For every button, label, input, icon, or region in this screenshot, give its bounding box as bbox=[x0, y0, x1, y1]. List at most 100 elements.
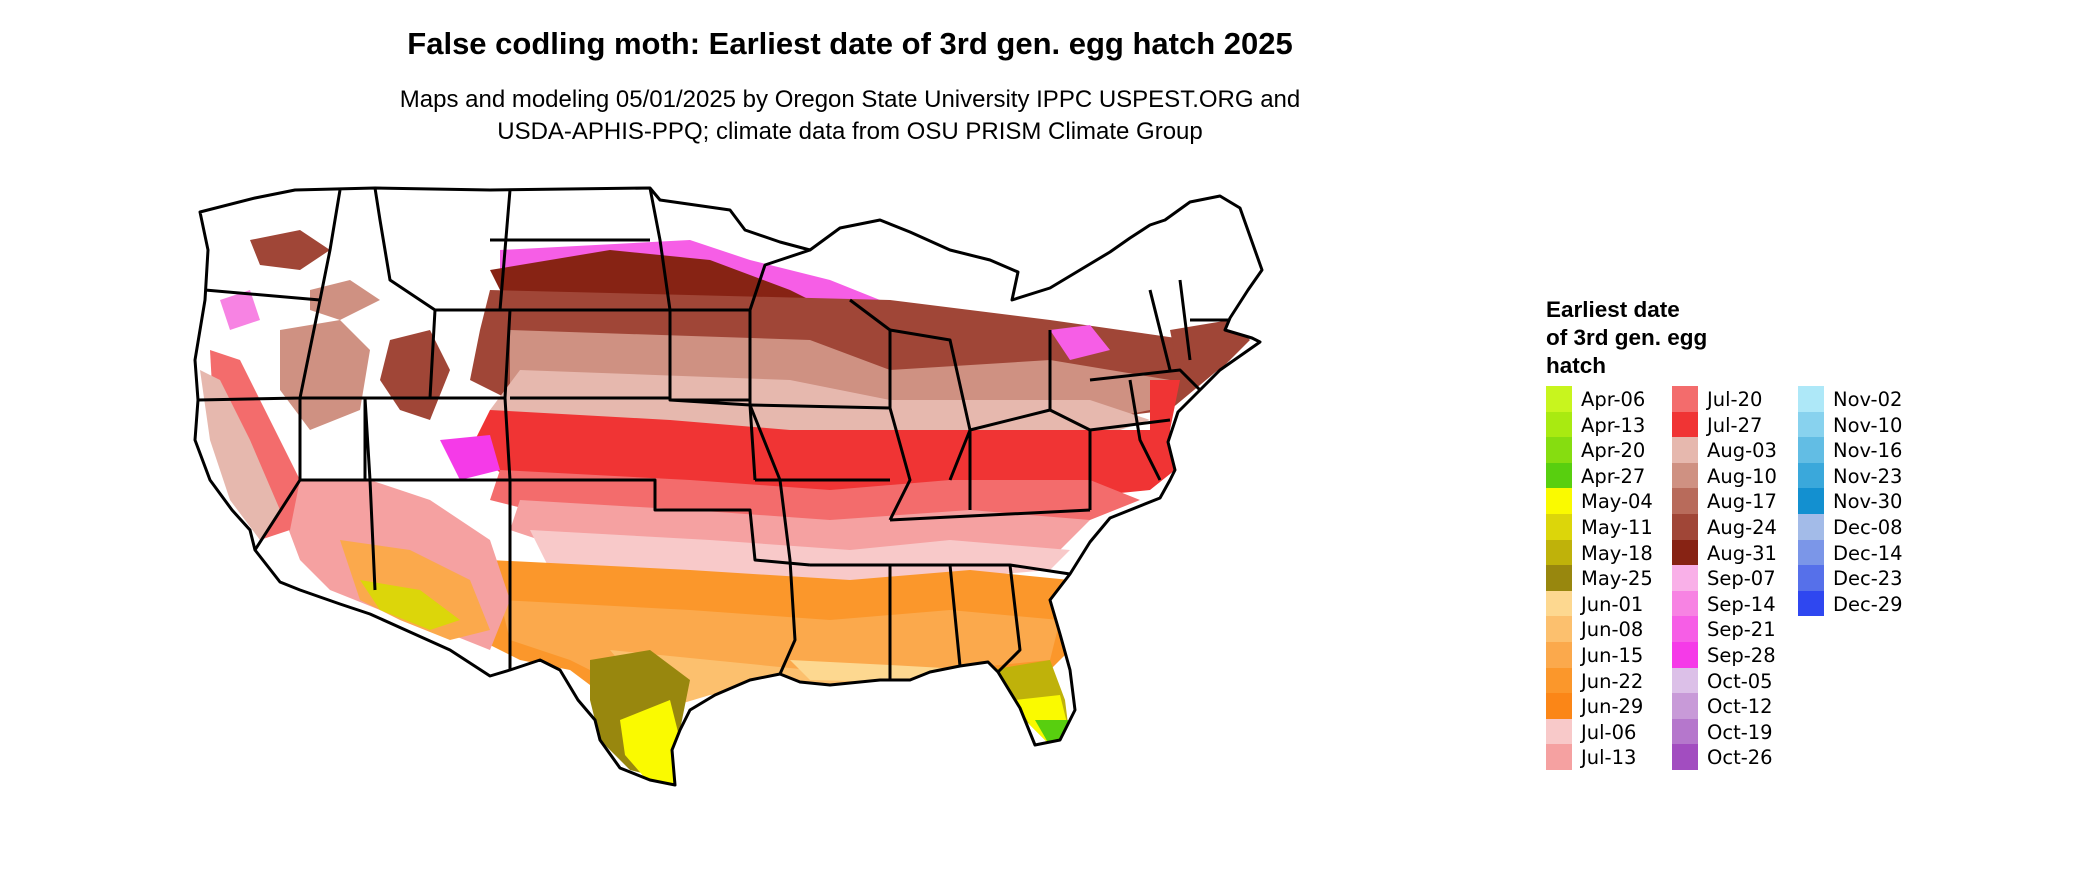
legend-label: Aug-17 bbox=[1707, 490, 1777, 514]
legend-item: May-18 bbox=[1546, 539, 1676, 566]
state-boundaries bbox=[193, 186, 1264, 787]
legend-item: Sep-21 bbox=[1672, 616, 1802, 642]
legend-swatch bbox=[1546, 693, 1572, 719]
legend-swatch bbox=[1546, 488, 1572, 514]
legend-label: Jul-06 bbox=[1581, 720, 1637, 744]
legend-item: Aug-10 bbox=[1672, 462, 1802, 489]
legend-swatch bbox=[1546, 616, 1572, 642]
legend-item: Nov-10 bbox=[1798, 411, 1928, 438]
us-map bbox=[190, 180, 1450, 880]
legend-swatch bbox=[1546, 590, 1572, 617]
legend-swatch bbox=[1798, 437, 1824, 463]
legend-label: May-25 bbox=[1581, 567, 1653, 591]
legend-swatch bbox=[1546, 539, 1572, 566]
legend-item: Jul-13 bbox=[1546, 744, 1676, 770]
legend-label: May-18 bbox=[1581, 541, 1653, 565]
legend-item: Aug-24 bbox=[1672, 514, 1802, 540]
legend-label: Oct-19 bbox=[1707, 720, 1773, 744]
legend-label: Aug-10 bbox=[1707, 464, 1777, 488]
map-subtitle-line2: USDA-APHIS-PPQ; climate data from OSU PR… bbox=[497, 118, 1203, 145]
legend-swatch bbox=[1546, 462, 1572, 489]
legend-label: Nov-10 bbox=[1833, 413, 1903, 437]
legend-label: Apr-13 bbox=[1581, 413, 1646, 437]
legend-item: Oct-26 bbox=[1672, 744, 1802, 770]
legend-swatch bbox=[1798, 565, 1824, 591]
legend-swatch bbox=[1546, 667, 1572, 694]
legend-label: Oct-05 bbox=[1707, 669, 1773, 693]
legend-swatch bbox=[1546, 565, 1572, 591]
legend-label: Dec-14 bbox=[1833, 541, 1903, 565]
legend-swatch bbox=[1798, 590, 1824, 617]
legend-swatch bbox=[1672, 590, 1698, 617]
legend-label: May-11 bbox=[1581, 516, 1653, 539]
legend-item: May-11 bbox=[1546, 514, 1676, 540]
legend-swatch bbox=[1672, 539, 1698, 566]
legend-label: Aug-03 bbox=[1707, 439, 1777, 463]
legend-item: Oct-05 bbox=[1672, 667, 1802, 694]
legend-item: Nov-02 bbox=[1798, 386, 1928, 412]
legend-item: Nov-16 bbox=[1798, 437, 1928, 463]
legend-swatch bbox=[1672, 514, 1698, 540]
legend-swatch bbox=[1798, 488, 1824, 514]
legend-label: Sep-07 bbox=[1707, 567, 1776, 591]
legend-item: Dec-08 bbox=[1798, 514, 1928, 540]
legend-label: Jun-22 bbox=[1581, 669, 1644, 693]
legend-label: Sep-14 bbox=[1707, 592, 1776, 616]
legend-label: Nov-30 bbox=[1833, 490, 1903, 514]
legend-item: Jun-15 bbox=[1546, 642, 1676, 668]
legend-swatch bbox=[1798, 514, 1824, 540]
legend-label: Dec-08 bbox=[1833, 516, 1903, 539]
legend-swatch bbox=[1546, 514, 1572, 540]
legend-item: Aug-03 bbox=[1672, 437, 1802, 463]
legend-item: Apr-27 bbox=[1546, 462, 1676, 489]
legend-item: Jun-29 bbox=[1546, 693, 1676, 719]
legend-label: Dec-23 bbox=[1833, 567, 1903, 591]
legend-label: Jun-29 bbox=[1581, 695, 1644, 719]
legend-item: Oct-19 bbox=[1672, 718, 1802, 745]
us-map-svg bbox=[193, 186, 1264, 787]
legend-label: Apr-06 bbox=[1581, 388, 1646, 411]
legend-swatch bbox=[1798, 411, 1824, 438]
legend-swatch bbox=[1672, 744, 1698, 770]
legend-item: Sep-14 bbox=[1672, 590, 1802, 617]
legend-title-line2: of 3rd gen. egg bbox=[1546, 325, 1708, 350]
legend-item: Nov-30 bbox=[1798, 488, 1928, 514]
legend-label: Sep-21 bbox=[1707, 618, 1776, 642]
legend-label: Jun-01 bbox=[1581, 592, 1644, 616]
hatch-date-zones bbox=[195, 188, 1262, 785]
legend-label: Sep-28 bbox=[1707, 644, 1776, 667]
legend-swatch bbox=[1672, 693, 1698, 719]
legend-label: Nov-02 bbox=[1833, 388, 1903, 411]
legend-label: Aug-24 bbox=[1707, 516, 1777, 539]
legend-item: Nov-23 bbox=[1798, 462, 1928, 489]
legend-swatch bbox=[1798, 462, 1824, 489]
legend-item: May-04 bbox=[1546, 488, 1676, 514]
legend-item: Apr-06 bbox=[1546, 386, 1676, 412]
legend-swatch bbox=[1672, 386, 1698, 412]
legend-swatch bbox=[1546, 642, 1572, 668]
legend-swatch bbox=[1672, 667, 1698, 694]
legend-label: Jul-27 bbox=[1707, 413, 1763, 437]
legend-item: Apr-13 bbox=[1546, 411, 1676, 438]
legend-label: Apr-20 bbox=[1581, 439, 1646, 463]
legend-swatch bbox=[1672, 718, 1698, 745]
legend-label: Jul-20 bbox=[1707, 388, 1763, 411]
legend-swatch bbox=[1672, 411, 1698, 438]
legend-label: Nov-23 bbox=[1833, 464, 1903, 488]
legend-title: Earliest date of 3rd gen. egg hatch bbox=[1546, 296, 1707, 380]
legend-swatch bbox=[1672, 616, 1698, 642]
legend-swatch bbox=[1672, 565, 1698, 591]
legend-label: May-04 bbox=[1581, 490, 1653, 514]
legend-item: Dec-14 bbox=[1798, 539, 1928, 566]
legend-item: Sep-28 bbox=[1672, 642, 1802, 668]
legend-item: Jul-20 bbox=[1672, 386, 1802, 412]
legend-swatch bbox=[1672, 488, 1698, 514]
legend-label: Oct-26 bbox=[1707, 746, 1773, 770]
legend-title-line1: Earliest date bbox=[1546, 297, 1680, 322]
legend-label: Jun-15 bbox=[1581, 644, 1644, 667]
legend-item: Dec-29 bbox=[1798, 590, 1928, 617]
legend-swatch bbox=[1798, 386, 1824, 412]
map-title: False codling moth: Earliest date of 3rd… bbox=[407, 26, 1293, 61]
legend-item: Apr-20 bbox=[1546, 437, 1676, 463]
legend-item: May-25 bbox=[1546, 565, 1676, 591]
